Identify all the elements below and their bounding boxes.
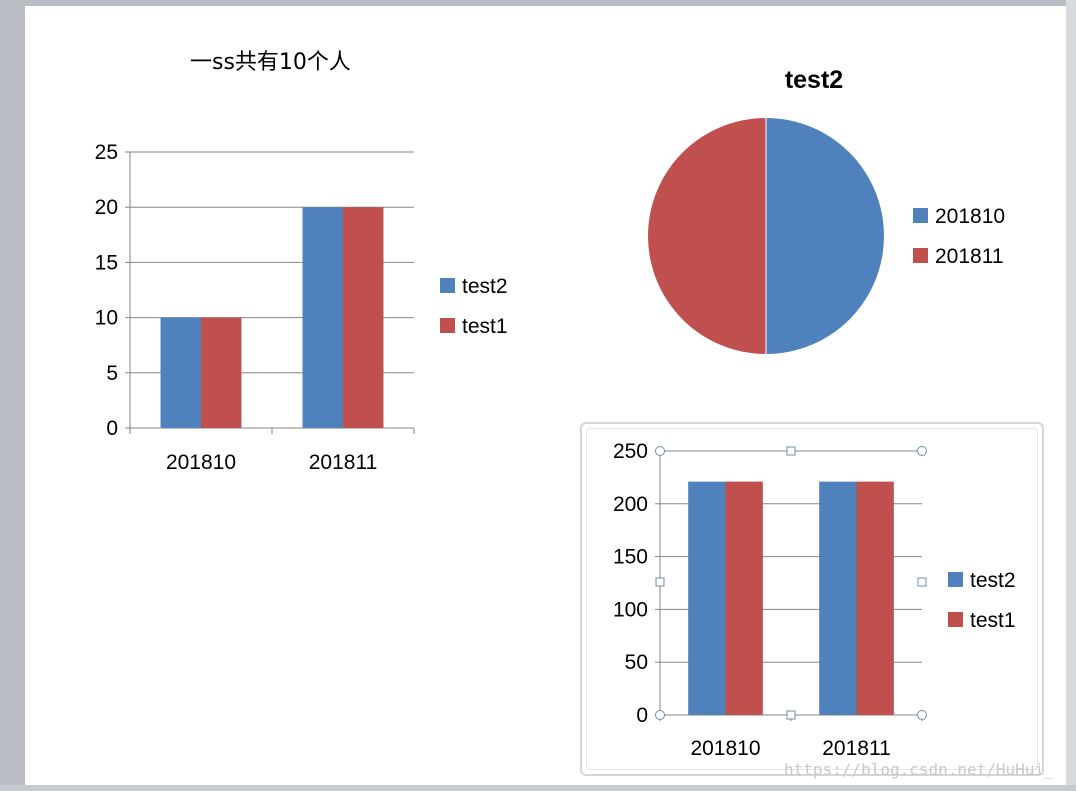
x-tick-label: 201811 (309, 451, 378, 474)
y-tick-label: 100 (613, 598, 648, 621)
legend-label: 201811 (935, 245, 1004, 268)
y-tick-label: 50 (625, 651, 648, 674)
y-tick-label: 200 (613, 493, 648, 516)
y-tick-label: 15 (95, 251, 118, 274)
y-tick-label: 25 (95, 141, 118, 164)
legend-swatch-201810 (913, 208, 928, 223)
resize-handle[interactable] (917, 710, 927, 720)
bar-test2-201811 (819, 481, 857, 715)
pie-slice-201810 (766, 118, 884, 354)
x-tick-label: 201811 (822, 737, 891, 760)
bar-test1-201810 (725, 481, 763, 715)
bottom-edge (0, 785, 1076, 791)
y-tick-label: 10 (95, 307, 118, 330)
legend-label: test1 (462, 315, 508, 338)
pie-chart: 201810 201811 (648, 118, 1005, 354)
resize-handle[interactable] (655, 577, 665, 587)
legend-swatch-test2 (948, 572, 963, 587)
watermark: https://blog.csdn.net/HuHui_ (784, 760, 1054, 779)
resize-handle[interactable] (917, 577, 927, 587)
legend-label: 201810 (935, 205, 1005, 228)
x-tick-label: 201810 (166, 451, 236, 474)
chart1-title: 一ss共有10个人 (190, 50, 351, 75)
selection-handles (655, 446, 927, 720)
legend-swatch-test1 (948, 612, 963, 627)
bar-test1-201811 (343, 207, 384, 428)
y-tick-label: 0 (106, 417, 118, 440)
legend-label: test2 (462, 275, 508, 298)
legend-label: test1 (970, 609, 1016, 632)
chart3-plot-frame (586, 428, 1038, 770)
legend-swatch-test1 (440, 318, 455, 333)
y-tick-label: 0 (636, 704, 648, 727)
resize-handle[interactable] (655, 710, 665, 720)
pie-slice-201811 (648, 118, 766, 354)
y-tick-label: 20 (95, 196, 118, 219)
bar-test1-201811 (856, 481, 894, 715)
chart3-selection-frame[interactable] (580, 422, 1044, 776)
legend-swatch-201811 (913, 248, 928, 263)
y-tick-label: 5 (106, 362, 118, 385)
bar-chart-1: 0 5 10 15 20 25 201810 201811 test2 test1 (95, 141, 508, 474)
vertical-scrollbar[interactable] (1066, 0, 1076, 791)
x-tick-label: 201810 (690, 737, 760, 760)
bar-test2-201810 (160, 317, 201, 428)
resize-handle[interactable] (786, 446, 796, 456)
pie-chart-title: test2 (784, 66, 844, 94)
y-tick-label: 150 (613, 546, 648, 569)
resize-handle[interactable] (655, 446, 665, 456)
bar-test2-201810 (688, 481, 726, 715)
bar-test1-201810 (201, 317, 242, 428)
legend-swatch-test2 (440, 278, 455, 293)
bar-chart-2: 0 50 100 150 200 250 201810 201811 test2 test1 (613, 440, 1016, 760)
legend-label: test2 (970, 569, 1016, 592)
resize-handle[interactable] (917, 446, 927, 456)
bar-test2-201811 (302, 207, 343, 428)
y-tick-label: 250 (613, 440, 648, 463)
resize-handle[interactable] (786, 710, 796, 720)
